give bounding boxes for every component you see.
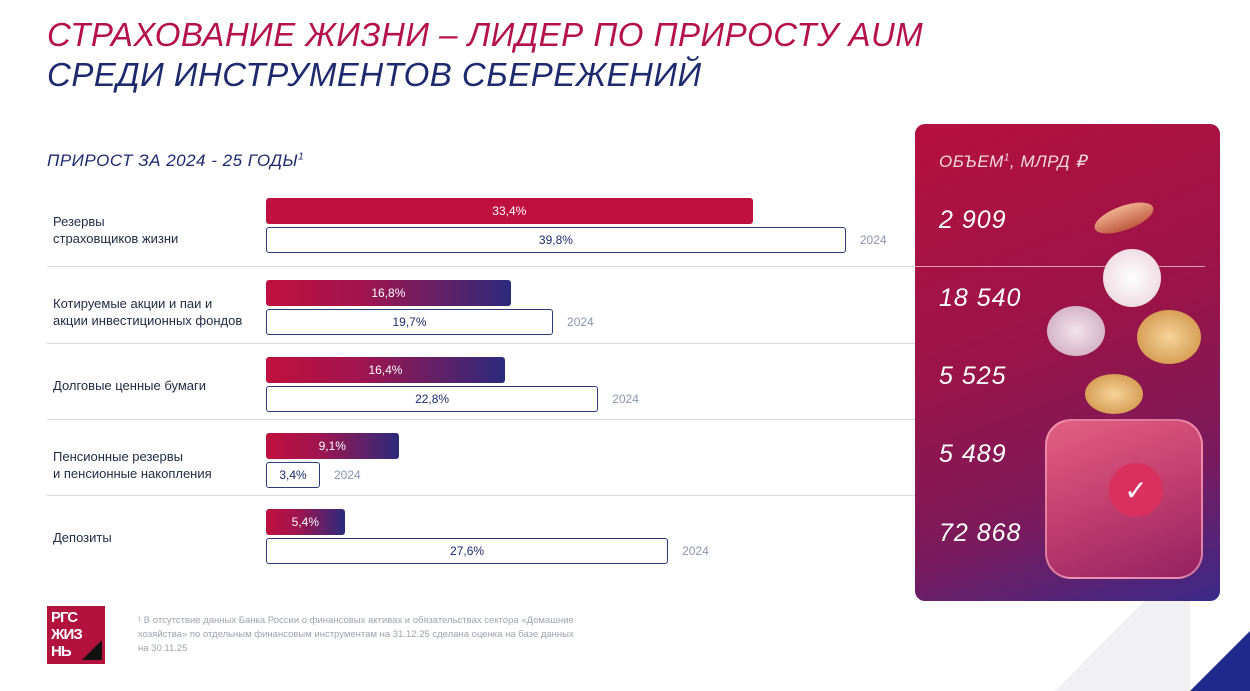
bar-2024: 39,8% (266, 227, 846, 253)
footnote: ¹ В отсутствие данных Банка России о фин… (138, 615, 574, 654)
panel-header: ОБЪЕМ1, МЛРД ₽ (939, 152, 1087, 172)
category-label: Депозиты (53, 529, 263, 546)
category-label-line: Долговые ценные бумаги (53, 378, 207, 393)
bar-2024: 22,8% (266, 386, 599, 412)
panel-header-unit: , МЛРД ₽ (1009, 152, 1087, 171)
bar-2024: 27,6% (266, 538, 669, 564)
coin-icon (1085, 374, 1143, 414)
subtitle-text: ПРИРОСТ ЗА 2024 - 25 ГОДЫ (47, 151, 299, 170)
category-label: Пенсионные резервы и пенсионные накоплени… (53, 448, 263, 482)
year-label: 2024 (567, 315, 594, 329)
year-label: 2024 (612, 392, 639, 406)
category-label-line: Пенсионные резервы (53, 449, 183, 464)
title-line-1: СТРАХОВАНИЕ ЖИЗНИ – ЛИДЕР ПО ПРИРОСТУ AU… (47, 16, 924, 53)
checkmark-icon: ✓ (1109, 463, 1163, 517)
decorative-shape (1010, 601, 1190, 691)
decorative-triangle-blue (1190, 631, 1250, 691)
bar-2024: 3,4% (266, 462, 320, 488)
year-label: 2024 (334, 468, 361, 482)
year-label: 2024 (859, 233, 887, 247)
category-label-line: Депозиты (53, 530, 112, 545)
category-label: Котируемые акции и паи и акции инвестицио… (53, 295, 263, 329)
category-label-line: страховщиков жизни (53, 231, 179, 246)
coin-icon (1090, 196, 1158, 240)
volume-value: 72 868 (939, 519, 1022, 547)
chart-subtitle: ПРИРОСТ ЗА 2024 - 25 ГОДЫ1 (47, 151, 304, 171)
category-label-line: Резервы (53, 214, 105, 229)
row-divider (47, 266, 1200, 267)
coin-icon (1137, 310, 1201, 364)
panel-header-text: ОБЪЕМ (939, 152, 1004, 171)
rgs-life-logo: РГС ЖИЗ НЬ (47, 606, 105, 664)
logo-line: ЖИЗ (51, 626, 83, 643)
volume-value: 5 525 (939, 362, 1007, 390)
panel-header-sup: 1 (1003, 152, 1010, 164)
subtitle-footnote-mark: 1 (298, 151, 305, 163)
category-label-line: Котируемые акции и паи и (53, 296, 213, 311)
bar-2025: 5,4% (266, 509, 345, 535)
bar-2024: 19,7% (266, 309, 554, 335)
coin-icon (1103, 249, 1161, 307)
row-divider (47, 343, 1200, 344)
bar-2025: 9,1% (266, 433, 399, 459)
title-line-2: СРЕДИ ИНСТРУМЕНТОВ СБЕРЕЖЕНИЙ (47, 56, 702, 93)
logo-line: НЬ (51, 643, 72, 660)
row-divider (47, 495, 1200, 496)
panel-divider (915, 266, 1205, 267)
category-label-line: акции инвестиционных фондов (53, 313, 243, 328)
volume-value: 2 909 (939, 206, 1007, 234)
category-label-line: и пенсионные накопления (53, 466, 212, 481)
category-label: Резервы страховщиков жизни (53, 213, 263, 247)
bar-2025: 16,4% (266, 357, 505, 383)
coin-icon (1047, 306, 1105, 356)
bar-2025: 16,8% (266, 280, 511, 306)
bar-2025: 33,4% (266, 198, 753, 224)
volume-value: 5 489 (939, 440, 1007, 468)
volume-panel: ОБЪЕМ1, МЛРД ₽ ✓ 2 909 18 540 5 525 5 489 72… (915, 124, 1220, 601)
logo-line: РГС (51, 609, 78, 626)
wallet-icon: ✓ (1045, 419, 1203, 579)
volume-value: 18 540 (939, 284, 1022, 312)
category-label: Долговые ценные бумаги (53, 377, 263, 394)
row-divider (47, 419, 1200, 420)
year-label: 2024 (682, 544, 709, 558)
